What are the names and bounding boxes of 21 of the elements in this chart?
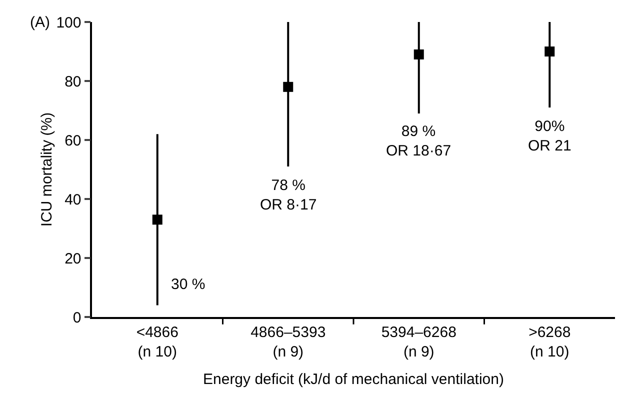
x-tick-label: <4866 (n 10) (136, 324, 178, 360)
y-tick-label: 80 (64, 73, 82, 90)
point (283, 82, 294, 92)
x-tick-label: 5394–6268 (n 9) (381, 324, 456, 360)
point (414, 49, 424, 60)
y-tick-label: 40 (64, 191, 82, 208)
x-tick-label: 4866–5393 (n 9) (250, 324, 326, 360)
point (544, 46, 555, 56)
point (152, 214, 162, 225)
annotation: 30 % (171, 276, 206, 293)
text: (A) (30, 14, 50, 31)
y-tick-label: 0 (72, 309, 82, 326)
y-tick-label: 60 (64, 132, 82, 150)
annotation: 90% OR 21 (528, 118, 572, 154)
y-axis-title: ICU mortality (%) (38, 112, 56, 227)
x-tick-label: >6268 (n 10) (528, 324, 571, 360)
annotation: 89 % OR 18·67 (386, 123, 452, 160)
annotation: 78 % OR 8·17 (260, 177, 317, 214)
x-axis-title: Energy deficit (kJ/d of mechanical ventilation) (203, 371, 504, 388)
y-tick-label: 20 (64, 250, 82, 268)
y-tick-label: 100 (56, 14, 82, 32)
